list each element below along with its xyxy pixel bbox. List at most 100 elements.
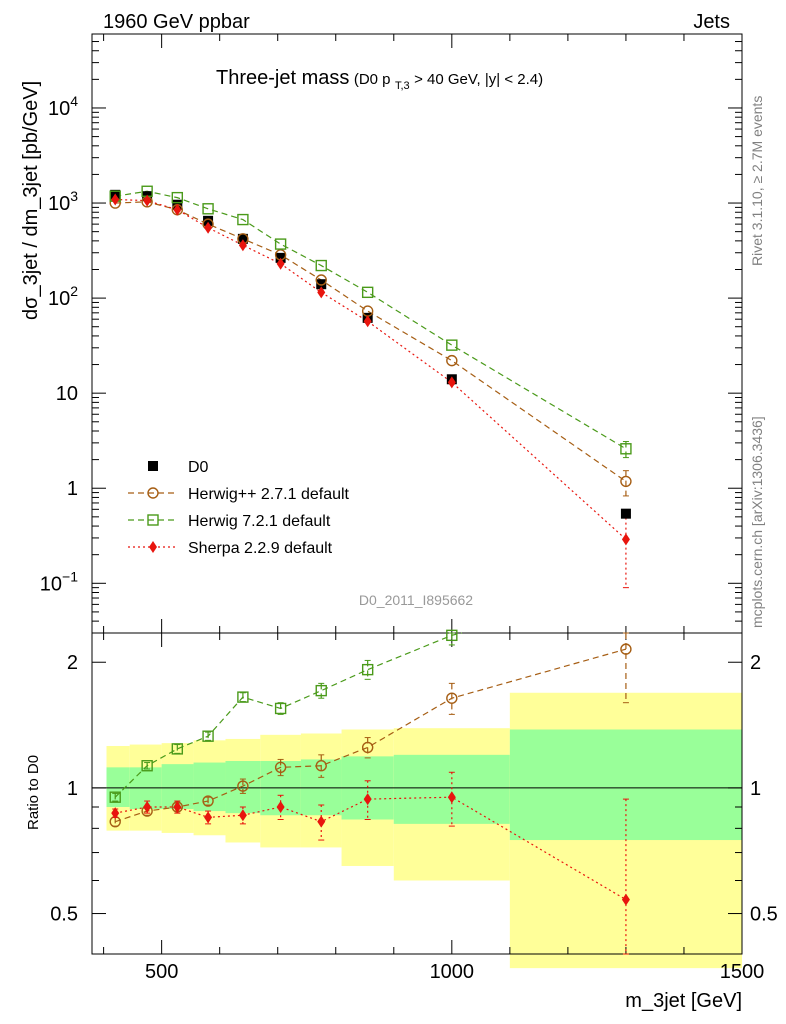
ratio-point — [276, 800, 285, 813]
legend-marker — [147, 487, 159, 499]
main-point — [315, 274, 327, 286]
legend-label: Herwig++ 2.7.1 default — [188, 486, 350, 503]
ratio-point — [141, 760, 153, 772]
x-axis-label: m_3jet [GeV] — [625, 990, 742, 1012]
main-point — [203, 215, 214, 226]
ratio-point — [204, 811, 213, 824]
ratio-point — [361, 663, 374, 676]
analysis-watermark: D0_2011_I895662 — [359, 592, 473, 608]
ratio-point — [173, 800, 182, 813]
header-energy-label: 1960 GeV ppbar — [103, 11, 250, 33]
ratio-point — [143, 800, 152, 813]
ratio-series — [109, 629, 632, 955]
ratio-point — [109, 791, 121, 803]
x-tick-label: 1500 — [720, 961, 765, 983]
main-y-tick-label: 1 — [67, 478, 78, 500]
ratio-point — [238, 809, 247, 822]
ratio-y-tick-label: 0.5 — [50, 904, 78, 926]
ratio-point — [274, 761, 287, 774]
legend: D0 Herwig++ 2.7.1 default Herwig 7.2.1 def… — [128, 459, 350, 557]
x-tick-label: 500 — [145, 961, 178, 983]
x-axes: 500 1000 1500 — [103, 34, 765, 983]
ratio-point — [620, 643, 632, 655]
main-point — [274, 238, 287, 250]
plot-title-cut-open: (D0 p — [354, 71, 391, 88]
main-y-tick-label: 104 — [48, 93, 78, 120]
legend-label: Sherpa 2.2.9 default — [188, 540, 333, 557]
ratio-point — [274, 702, 287, 715]
main-point — [202, 203, 214, 215]
main-point — [171, 191, 184, 204]
main-point — [316, 279, 327, 290]
ratio-series-line — [114, 632, 462, 798]
ratio-y-tick-label-right: 0.5 — [750, 904, 778, 926]
main-series-line — [115, 201, 627, 482]
main-point — [317, 286, 326, 299]
ratio-point — [237, 691, 249, 703]
ratio-band-inner — [106, 767, 130, 807]
ratio-point — [361, 741, 374, 754]
main-point — [361, 286, 374, 299]
main-point — [446, 339, 458, 351]
ratio-y-tick-label: 2 — [67, 652, 78, 674]
ratio-axes: 0.5 0.5 1 1 2 2 — [50, 652, 778, 955]
main-point — [620, 508, 631, 519]
legend-label: D0 — [188, 459, 209, 476]
x-tick-label: 1000 — [430, 961, 475, 983]
main-point — [237, 233, 248, 244]
ratio-point — [315, 760, 327, 772]
plot-title-cut-sub: T,3 — [395, 80, 410, 92]
main-point — [238, 239, 247, 252]
main-point — [363, 315, 372, 328]
ratio-series-line — [115, 796, 627, 901]
ratio-point — [363, 793, 372, 806]
main-point — [446, 354, 458, 367]
ratio-point — [111, 807, 120, 820]
ratio-y-tick-label-right: 2 — [750, 652, 761, 674]
main-point — [204, 221, 213, 234]
main-point — [620, 443, 632, 455]
ratio-y-tick-label-right: 1 — [750, 778, 761, 800]
mcplots-label: mcplots.cern.ch [arXiv:1306.3436] — [749, 416, 765, 628]
rivet-version-label: Rivet 3.1.10, ≥ 2.7M events — [749, 96, 765, 266]
ratio-uncertainty-bands — [106, 692, 742, 969]
main-point — [237, 213, 249, 226]
legend-marker — [147, 514, 159, 526]
main-series — [109, 185, 632, 589]
ratio-point — [202, 795, 214, 807]
plot-title-cut-close: > 40 GeV, |y| < 2.4) — [414, 71, 543, 88]
ratio-band-inner — [225, 760, 261, 814]
plot-title-main: Three-jet mass — [216, 67, 349, 89]
main-point — [111, 193, 120, 206]
main-y-tick-label: 103 — [48, 188, 78, 215]
ratio-band-inner — [509, 729, 742, 841]
legend-marker — [148, 461, 158, 471]
ratio-point — [446, 692, 458, 704]
main-point — [143, 194, 152, 207]
ratio-point — [447, 791, 456, 804]
ratio-point — [202, 730, 214, 742]
main-series-line — [115, 198, 627, 540]
ratio-band-inner — [193, 762, 226, 812]
main-point — [447, 376, 456, 389]
main-axes: 10−1 1 10 102 103 104 — [40, 33, 742, 634]
ratio-point — [317, 815, 326, 828]
main-point — [173, 203, 182, 216]
ratio-point — [621, 893, 630, 906]
ratio-point — [237, 780, 249, 792]
main-point — [620, 475, 632, 488]
ratio-y-tick-label: 1 — [67, 778, 78, 800]
legend-marker — [149, 541, 157, 553]
ratio-y-axis-label: Ratio to D0 — [25, 755, 42, 830]
ratio-point — [446, 629, 458, 642]
main-y-tick-label: 102 — [48, 283, 78, 310]
ratio-point — [171, 743, 184, 755]
plot-title: Three-jet mass (D0 p T,3 > 40 GeV, |y| <… — [216, 67, 543, 93]
main-point — [315, 259, 327, 272]
main-y-tick-label: 10−1 — [40, 568, 78, 595]
ratio-point — [315, 684, 327, 697]
main-y-tick-label: 10 — [56, 383, 78, 405]
header-jets-label: Jets — [693, 11, 730, 33]
main-point — [276, 257, 285, 270]
